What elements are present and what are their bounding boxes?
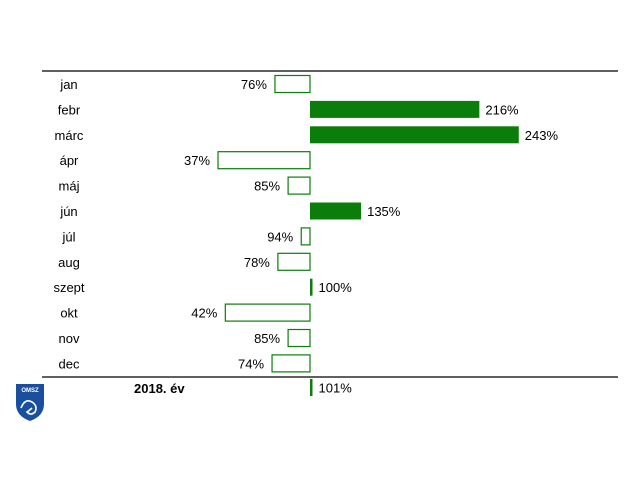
month-rows: jan 76% febr 216% márc 243% ápr 37% máj 85% jún 135… (53, 74, 559, 373)
bar-1 (310, 100, 480, 118)
value-label-2: 243% (525, 128, 559, 143)
value-label-9: 42% (191, 306, 217, 321)
omsz-logo: OMSZ (16, 384, 44, 421)
summary-label: 2018. év (134, 381, 185, 396)
bar-2 (310, 126, 519, 144)
value-label-11: 74% (238, 356, 264, 371)
bar-6 (300, 227, 311, 246)
month-label-8: szept (53, 280, 84, 295)
month-row-3: ápr 37% (60, 151, 311, 170)
value-label-1: 216% (485, 102, 519, 117)
bar-summary (310, 379, 313, 396)
month-label-1: febr (58, 102, 81, 117)
bar-4 (287, 176, 311, 195)
value-label-7: 78% (244, 255, 270, 270)
month-row-8: szept 100% (53, 278, 353, 296)
month-row-0: jan 76% (59, 74, 311, 94)
value-label-5: 135% (367, 204, 401, 219)
value-label-3: 37% (184, 153, 210, 168)
logo-shield (16, 384, 44, 421)
month-label-10: nov (59, 331, 80, 346)
bar-9 (224, 303, 311, 322)
month-row-11: dec 74% (59, 354, 311, 373)
month-row-5: jún 135% (59, 202, 401, 220)
month-label-4: máj (59, 179, 80, 194)
month-row-10: nov 85% (59, 328, 311, 348)
logo-wave-icon (20, 400, 37, 415)
logo-text: OMSZ (21, 388, 39, 394)
bar-7 (277, 252, 311, 271)
value-label-6: 94% (267, 229, 293, 244)
month-row-7: aug 78% (58, 252, 311, 271)
month-label-11: dec (59, 356, 80, 371)
month-label-5: jún (59, 204, 77, 219)
month-row-9: okt 42% (60, 303, 311, 322)
bar-11 (271, 354, 311, 373)
bar-5 (310, 202, 362, 220)
bar-3 (217, 151, 311, 170)
value-label-10: 85% (254, 331, 280, 346)
month-label-0: jan (59, 77, 77, 92)
month-label-9: okt (60, 306, 78, 321)
bar-8 (310, 278, 313, 296)
value-label-4: 85% (254, 179, 280, 194)
month-label-2: márc (55, 128, 84, 143)
month-row-6: júl 94% (61, 227, 311, 246)
value-label-summary: 101% (319, 381, 353, 396)
month-row-4: máj 85% (59, 176, 311, 195)
month-row-1: febr 216% (58, 100, 519, 118)
month-label-3: ápr (60, 153, 79, 168)
bar-0 (274, 74, 311, 94)
bar-10 (287, 328, 311, 348)
month-row-2: márc 243% (55, 126, 559, 144)
month-label-6: júl (61, 229, 75, 244)
value-label-8: 100% (319, 280, 353, 295)
summary-row: 2018. év 101% (134, 379, 352, 396)
value-label-0: 76% (241, 77, 267, 92)
month-label-7: aug (58, 255, 80, 270)
